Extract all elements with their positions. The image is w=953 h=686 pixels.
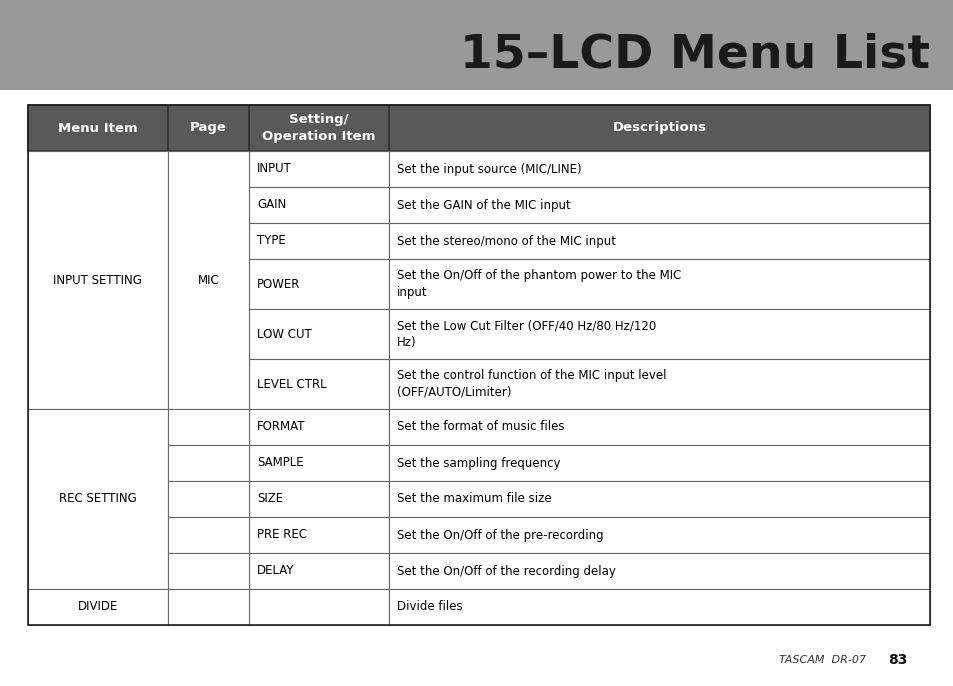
Bar — [249, 105, 389, 151]
Text: TYPE: TYPE — [256, 235, 286, 248]
Bar — [249, 151, 389, 187]
Bar — [28, 589, 168, 625]
Text: SIZE: SIZE — [256, 493, 283, 506]
Bar — [168, 151, 249, 409]
Text: Set the On/Off of the pre-recording: Set the On/Off of the pre-recording — [396, 528, 603, 541]
Text: 83: 83 — [887, 653, 907, 667]
Bar — [0, 0, 953, 90]
Text: Set the On/Off of the recording delay: Set the On/Off of the recording delay — [396, 565, 615, 578]
Bar — [389, 259, 929, 309]
Text: DELAY: DELAY — [256, 565, 294, 578]
Bar — [249, 223, 389, 259]
Bar — [249, 553, 389, 589]
Text: Set the On/Off of the phantom power to the MIC
input: Set the On/Off of the phantom power to t… — [396, 269, 680, 298]
Bar — [249, 409, 389, 445]
Text: Page: Page — [190, 121, 227, 134]
Text: INPUT: INPUT — [256, 163, 292, 176]
Bar — [249, 517, 389, 553]
Text: SAMPLE: SAMPLE — [256, 456, 303, 469]
Bar — [389, 445, 929, 481]
Bar — [389, 309, 929, 359]
Bar — [249, 481, 389, 517]
Text: Descriptions: Descriptions — [612, 121, 705, 134]
Bar — [389, 589, 929, 625]
Bar — [389, 187, 929, 223]
Text: Set the input source (MIC/LINE): Set the input source (MIC/LINE) — [396, 163, 580, 176]
Text: PRE REC: PRE REC — [256, 528, 307, 541]
Bar — [389, 517, 929, 553]
Bar — [168, 517, 249, 553]
Text: LEVEL CTRL: LEVEL CTRL — [256, 377, 326, 390]
Text: REC SETTING: REC SETTING — [59, 493, 136, 506]
Text: FORMAT: FORMAT — [256, 421, 305, 434]
Text: Set the maximum file size: Set the maximum file size — [396, 493, 551, 506]
Bar — [389, 481, 929, 517]
Bar — [28, 105, 929, 625]
Bar — [389, 223, 929, 259]
Text: Set the control function of the MIC input level
(OFF/AUTO/Limiter): Set the control function of the MIC inpu… — [396, 369, 665, 399]
Bar — [168, 105, 249, 151]
Bar — [249, 187, 389, 223]
Bar — [249, 359, 389, 409]
Bar — [249, 309, 389, 359]
Bar — [168, 445, 249, 481]
Text: Setting/
Operation Item: Setting/ Operation Item — [262, 113, 375, 143]
Text: Menu Item: Menu Item — [58, 121, 137, 134]
Text: GAIN: GAIN — [256, 198, 286, 211]
Bar — [168, 589, 249, 625]
Text: LOW CUT: LOW CUT — [256, 327, 312, 340]
Bar — [168, 409, 249, 445]
Text: Set the GAIN of the MIC input: Set the GAIN of the MIC input — [396, 198, 570, 211]
Text: Set the Low Cut Filter (OFF/40 Hz/80 Hz/120
Hz): Set the Low Cut Filter (OFF/40 Hz/80 Hz/… — [396, 319, 656, 348]
Bar — [168, 553, 249, 589]
Text: Set the sampling frequency: Set the sampling frequency — [396, 456, 559, 469]
Bar — [249, 445, 389, 481]
Text: 15–LCD Menu List: 15–LCD Menu List — [459, 33, 929, 78]
Text: POWER: POWER — [256, 278, 300, 290]
Bar — [28, 151, 168, 409]
Text: DIVIDE: DIVIDE — [77, 600, 118, 613]
Bar — [389, 409, 929, 445]
Text: Set the stereo/mono of the MIC input: Set the stereo/mono of the MIC input — [396, 235, 615, 248]
Text: Set the format of music files: Set the format of music files — [396, 421, 564, 434]
Bar — [168, 481, 249, 517]
Text: INPUT SETTING: INPUT SETTING — [53, 274, 142, 287]
Bar — [389, 105, 929, 151]
Bar — [249, 589, 389, 625]
Text: Divide files: Divide files — [396, 600, 462, 613]
Bar — [389, 151, 929, 187]
Text: TASCAM  DR-07: TASCAM DR-07 — [779, 655, 869, 665]
Text: MIC: MIC — [197, 274, 219, 287]
Bar — [389, 553, 929, 589]
Bar — [28, 105, 168, 151]
Bar — [389, 359, 929, 409]
Bar — [249, 259, 389, 309]
Bar — [28, 409, 168, 589]
